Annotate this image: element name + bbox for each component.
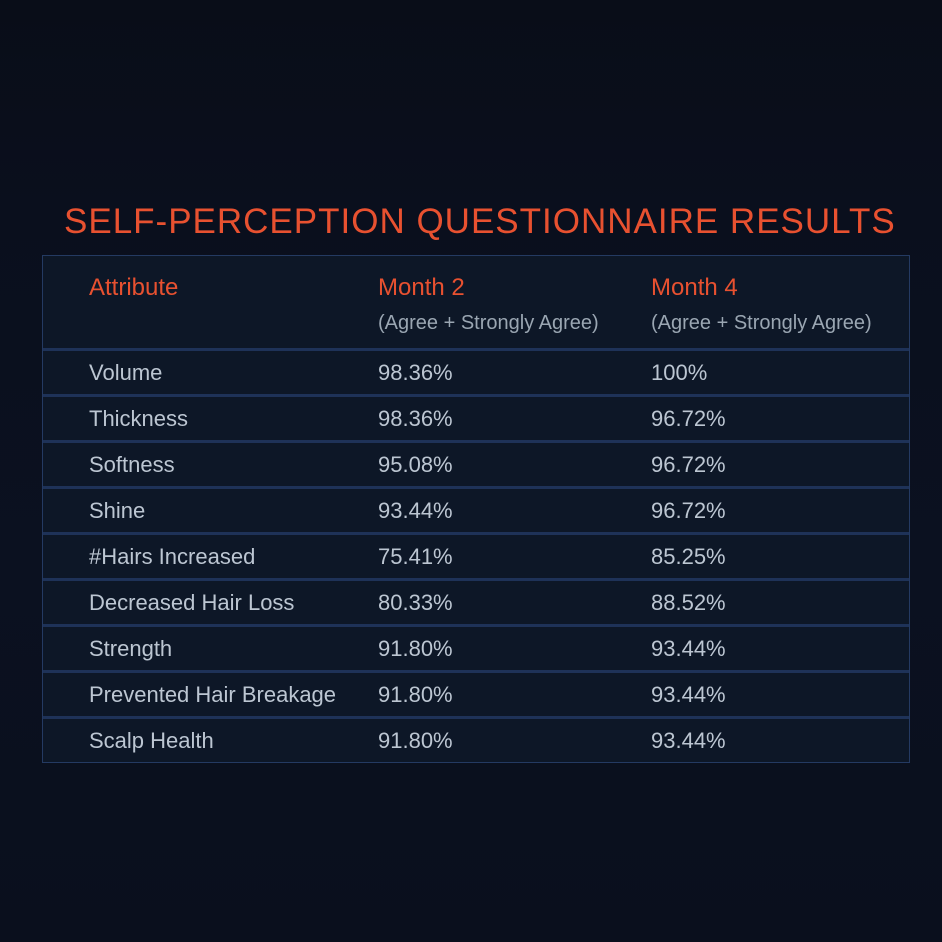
month2-value-cell: 98.36% bbox=[378, 359, 453, 385]
column-header-month4: Month 4 (Agree + Strongly Agree) bbox=[651, 273, 909, 336]
column-header-month2-label: Month 2 bbox=[378, 274, 465, 301]
month2-value-cell: 75.41% bbox=[378, 543, 453, 569]
table-header-row: Attribute Month 2 (Agree + Strongly Agre… bbox=[43, 256, 909, 348]
attribute-cell: Prevented Hair Breakage bbox=[89, 681, 337, 707]
attribute-cell: Shine bbox=[89, 497, 146, 523]
month2-value-cell: 91.80% bbox=[378, 681, 453, 707]
month4-value-cell: 96.72% bbox=[651, 405, 726, 431]
column-header-attribute-label: Attribute bbox=[89, 274, 179, 301]
results-table: Attribute Month 2 (Agree + Strongly Agre… bbox=[42, 255, 910, 763]
month4-value-cell: 96.72% bbox=[651, 451, 726, 477]
month2-value-cell: 93.44% bbox=[378, 497, 453, 523]
table-row: #Hairs Increased 75.41% 85.25% bbox=[43, 532, 909, 578]
attribute-cell: Scalp Health bbox=[89, 727, 214, 753]
month2-value-cell: 98.36% bbox=[378, 405, 453, 431]
table-row: Shine 93.44% 96.72% bbox=[43, 486, 909, 532]
table-body: Volume 98.36% 100% Thickness 98.36% 96.72% Sof… bbox=[43, 348, 909, 762]
month4-value-cell: 93.44% bbox=[651, 681, 726, 707]
month4-value-cell: 100% bbox=[651, 359, 708, 385]
month2-value-cell: 80.33% bbox=[378, 589, 453, 615]
month2-value-cell: 91.80% bbox=[378, 635, 453, 661]
month4-value-cell: 85.25% bbox=[651, 543, 726, 569]
month4-value-cell: 88.52% bbox=[651, 589, 726, 615]
column-subheader-month4: (Agree + Strongly Agree) bbox=[651, 312, 872, 334]
column-header-attribute: Attribute bbox=[89, 273, 378, 336]
attribute-cell: Thickness bbox=[89, 405, 189, 431]
attribute-cell: Decreased Hair Loss bbox=[89, 589, 295, 615]
table-row: Thickness 98.36% 96.72% bbox=[43, 394, 909, 440]
page-title: SELF-PERCEPTION QUESTIONNAIRE RESULTS bbox=[64, 202, 896, 241]
table-row: Volume 98.36% 100% bbox=[43, 348, 909, 394]
table-row: Prevented Hair Breakage 91.80% 93.44% bbox=[43, 670, 909, 716]
table-row: Softness 95.08% 96.72% bbox=[43, 440, 909, 486]
column-subheader-month2: (Agree + Strongly Agree) bbox=[378, 312, 599, 334]
month4-value-cell: 93.44% bbox=[651, 727, 726, 753]
table-row: Strength 91.80% 93.44% bbox=[43, 624, 909, 670]
attribute-cell: Volume bbox=[89, 359, 163, 385]
month2-value-cell: 91.80% bbox=[378, 727, 453, 753]
attribute-cell: Softness bbox=[89, 451, 175, 477]
column-header-month2: Month 2 (Agree + Strongly Agree) bbox=[378, 273, 651, 336]
column-header-month4-label: Month 4 bbox=[651, 274, 738, 301]
month4-value-cell: 93.44% bbox=[651, 635, 726, 661]
attribute-cell: #Hairs Increased bbox=[89, 543, 256, 569]
attribute-cell: Strength bbox=[89, 635, 173, 661]
month4-value-cell: 96.72% bbox=[651, 497, 726, 523]
table-row: Scalp Health 91.80% 93.44% bbox=[43, 716, 909, 762]
month2-value-cell: 95.08% bbox=[378, 451, 453, 477]
table-row: Decreased Hair Loss 80.33% 88.52% bbox=[43, 578, 909, 624]
